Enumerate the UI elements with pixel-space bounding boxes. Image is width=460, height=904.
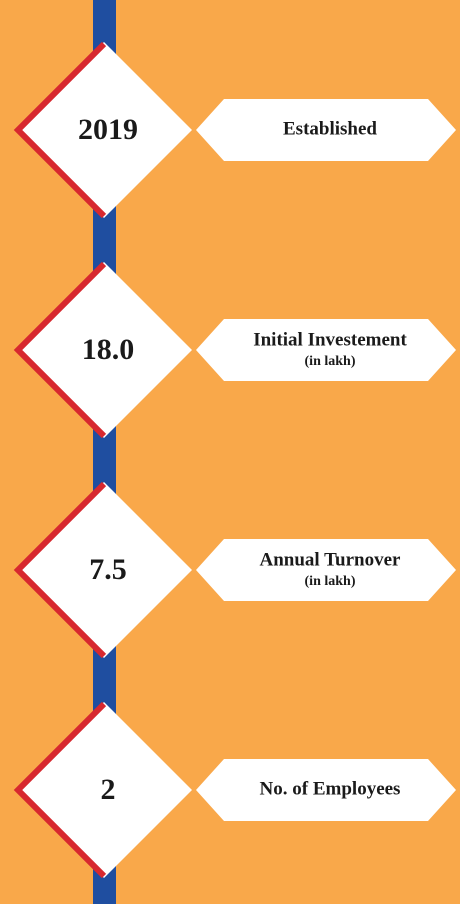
timeline-bar bbox=[93, 0, 116, 904]
item-label: Initial Investement bbox=[253, 329, 407, 350]
label-box bbox=[196, 99, 456, 161]
diamond-accent bbox=[13, 261, 107, 439]
diamond-accent bbox=[13, 41, 107, 219]
label-box bbox=[196, 319, 456, 381]
item-value: 18.0 bbox=[82, 333, 135, 366]
item-sublabel: (in lakh) bbox=[305, 574, 356, 589]
item-label: No. of Employees bbox=[260, 778, 401, 799]
item-value: 2 bbox=[101, 773, 116, 806]
item-label: Annual Turnover bbox=[260, 549, 402, 570]
label-box bbox=[196, 539, 456, 601]
label-box bbox=[196, 759, 456, 821]
item-value: 7.5 bbox=[89, 553, 127, 586]
item-label: Established bbox=[283, 118, 377, 139]
diamond-accent bbox=[13, 701, 107, 879]
item-sublabel: (in lakh) bbox=[305, 354, 356, 369]
item-value: 2019 bbox=[78, 113, 138, 146]
diamond-accent bbox=[13, 481, 107, 659]
